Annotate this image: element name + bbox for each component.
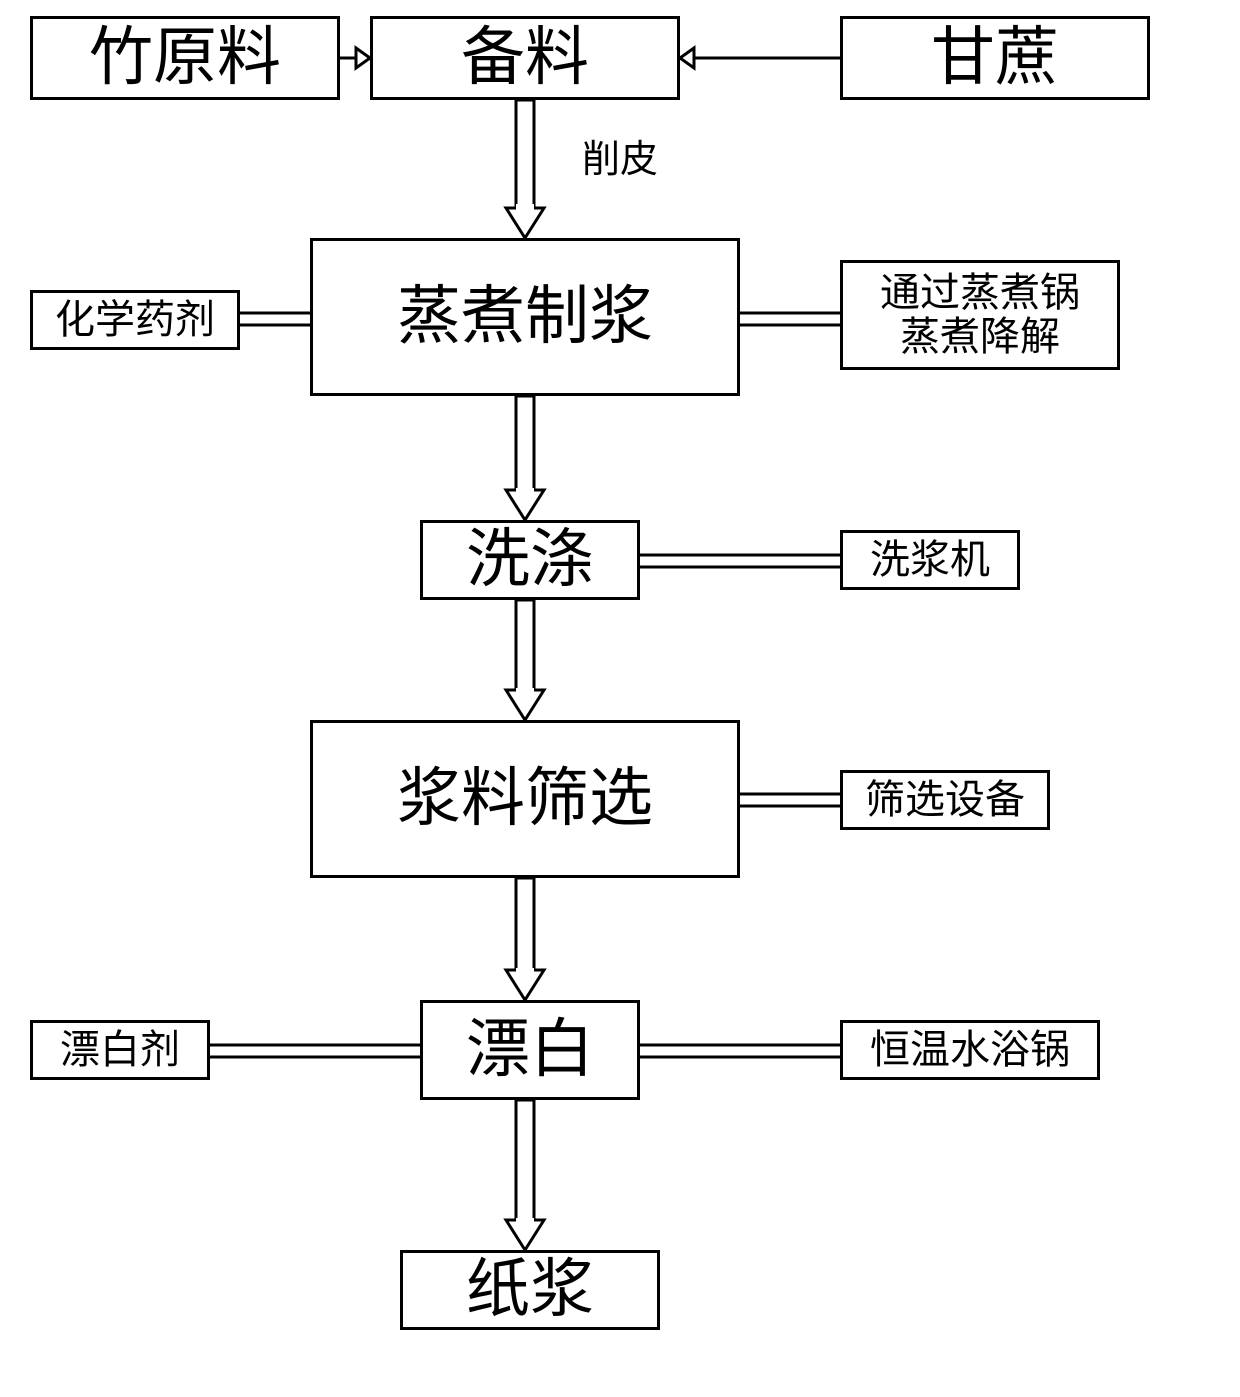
arrow-down-5: [506, 1100, 544, 1250]
node-cook: 蒸煮制浆: [310, 238, 740, 396]
node-label: 浆料筛选: [397, 764, 653, 834]
arrow-down-4: [506, 878, 544, 1000]
edge-label-text: 削皮: [582, 139, 658, 181]
node-label: 甘蔗: [931, 23, 1059, 93]
node-label: 化学药剂: [55, 298, 215, 342]
node-screen: 浆料筛选: [310, 720, 740, 878]
node-water-bath: 恒温水浴锅: [840, 1020, 1100, 1080]
node-label: 竹原料: [89, 23, 281, 93]
arrow-sugarcane-prep: [680, 44, 840, 72]
node-label: 通过蒸煮锅 蒸煮降解: [880, 271, 1080, 359]
node-label: 备料: [461, 23, 589, 93]
connector-bleach-bath: [640, 1042, 840, 1060]
node-label: 漂白: [466, 1015, 594, 1085]
node-label: 纸浆: [466, 1255, 594, 1325]
node-label: 漂白剂: [60, 1028, 180, 1072]
edge-label-peel: 削皮: [582, 128, 658, 183]
node-label: 恒温水浴锅: [870, 1028, 1070, 1072]
arrow-down-3: [506, 600, 544, 720]
arrow-bamboo-prep: [340, 44, 370, 72]
arrow-down-1: [506, 100, 544, 238]
node-label: 洗涤: [466, 525, 594, 595]
node-sugarcane: 甘蔗: [840, 16, 1150, 100]
node-washer: 洗浆机: [840, 530, 1020, 590]
node-chemicals: 化学药剂: [30, 290, 240, 350]
node-label: 筛选设备: [865, 778, 1025, 822]
connector-chem-cook: [240, 310, 310, 328]
connector-cook-note: [740, 310, 840, 328]
connector-wash-washer: [640, 552, 840, 570]
arrow-down-2: [506, 396, 544, 520]
node-bleach: 漂白: [420, 1000, 640, 1100]
connector-screen-eq: [740, 791, 840, 809]
node-wash: 洗涤: [420, 520, 640, 600]
connector-bleachag-bleach: [210, 1042, 420, 1060]
node-label: 洗浆机: [870, 538, 990, 582]
node-pulp: 纸浆: [400, 1250, 660, 1330]
node-bamboo: 竹原料: [30, 16, 340, 100]
node-label: 蒸煮制浆: [397, 282, 653, 352]
node-screen-equipment: 筛选设备: [840, 770, 1050, 830]
node-prep: 备料: [370, 16, 680, 100]
node-cook-note: 通过蒸煮锅 蒸煮降解: [840, 260, 1120, 370]
node-bleach-agent: 漂白剂: [30, 1020, 210, 1080]
